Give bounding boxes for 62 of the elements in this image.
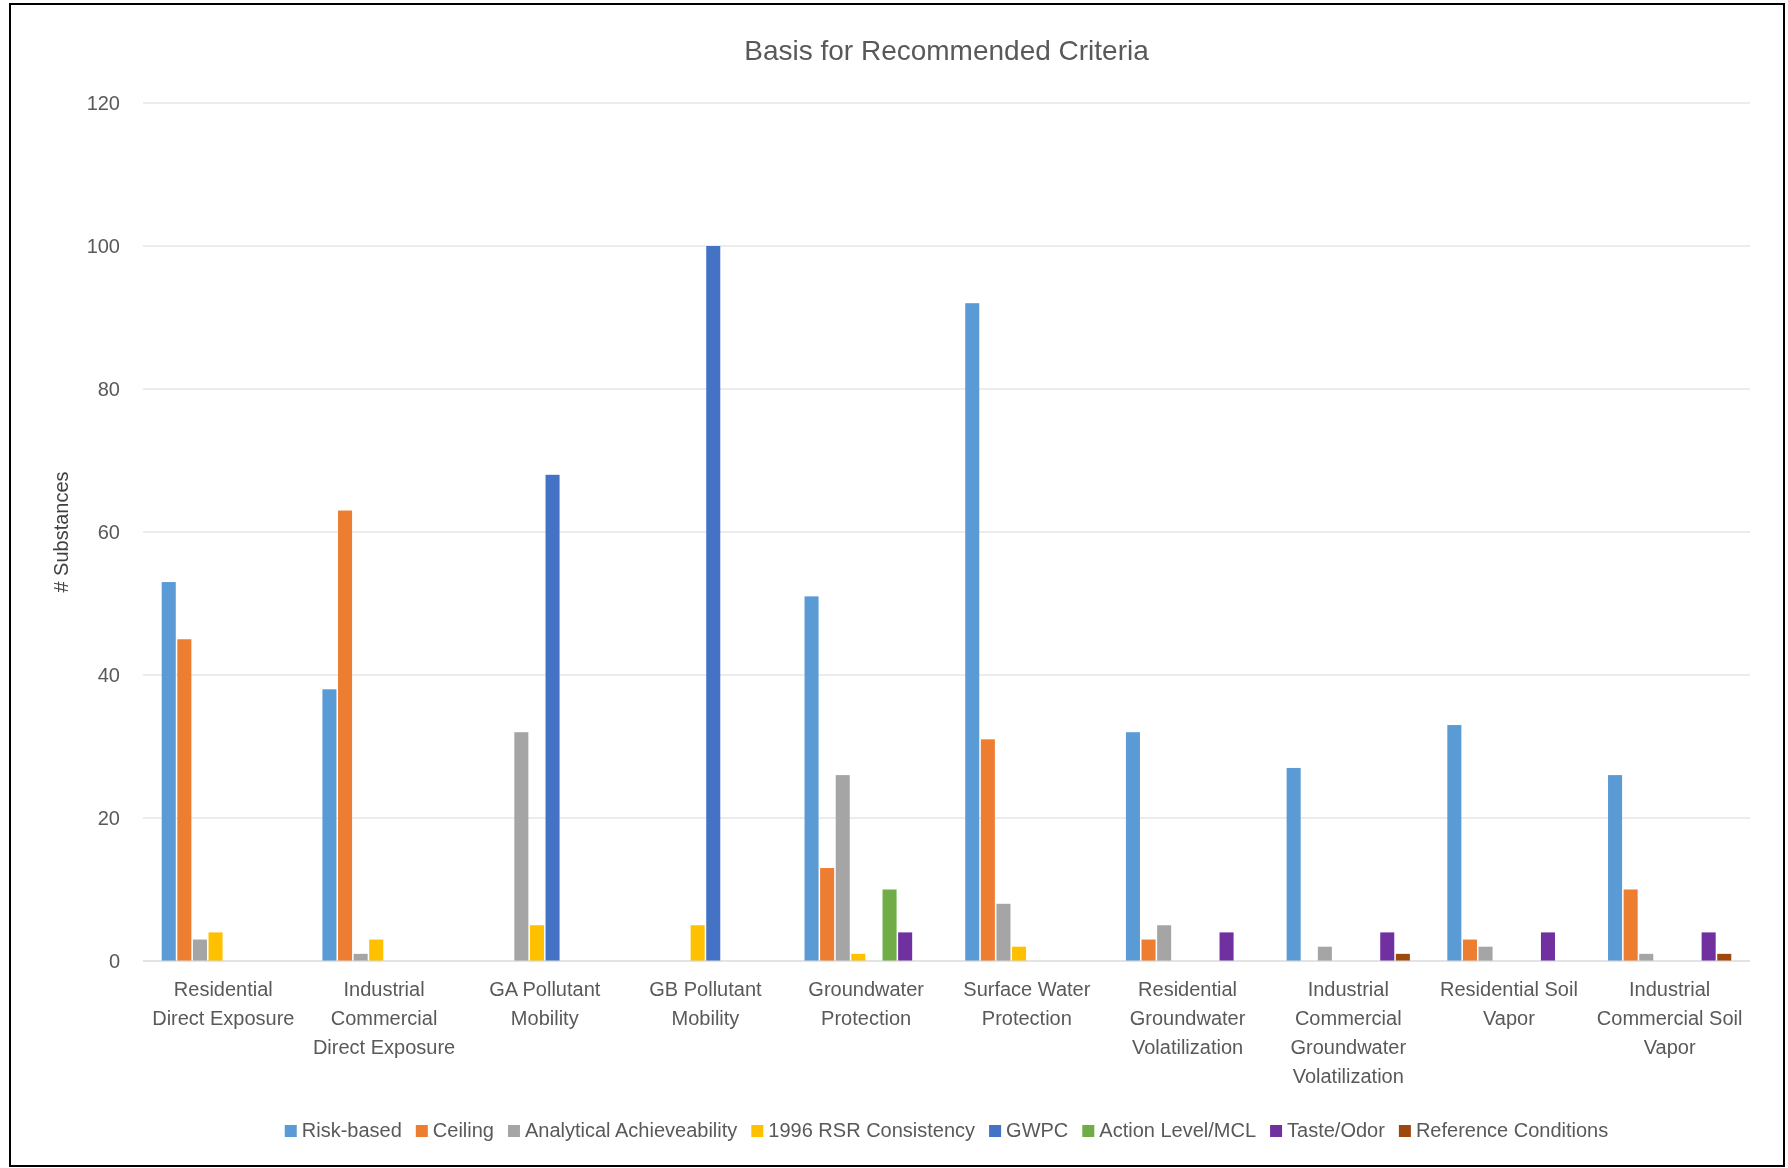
x-tick-label: Industrial Commercial Soil Vapor bbox=[1596, 978, 1743, 1058]
legend-label: Analytical Achieveability bbox=[524, 1119, 738, 1141]
x-tick-label: Residential Direct Exposure bbox=[152, 978, 295, 1029]
bar bbox=[161, 582, 176, 961]
bar bbox=[208, 932, 223, 961]
bar bbox=[322, 689, 337, 961]
y-tick-label: 100 bbox=[86, 234, 120, 257]
bar bbox=[1317, 946, 1332, 961]
legend-label: Ceiling bbox=[432, 1119, 494, 1141]
bar bbox=[1219, 932, 1234, 961]
bar bbox=[1701, 932, 1716, 961]
x-tick-label: Residential Soil Vapor bbox=[1440, 978, 1578, 1029]
x-tick-label: Groundwater Protection bbox=[808, 978, 925, 1029]
bar bbox=[338, 510, 353, 961]
y-tick-label: 20 bbox=[97, 806, 120, 829]
bar bbox=[1380, 932, 1395, 961]
bar bbox=[965, 303, 980, 961]
bar bbox=[1157, 925, 1172, 961]
legend-label: Risk-based bbox=[301, 1119, 402, 1141]
bar bbox=[690, 925, 705, 961]
x-tick-label: GB Pollutant Mobility bbox=[649, 978, 763, 1029]
bar bbox=[996, 903, 1011, 961]
bar bbox=[882, 889, 897, 961]
y-tick-label: 0 bbox=[108, 949, 120, 972]
bar bbox=[369, 939, 384, 961]
bar bbox=[706, 246, 721, 961]
bar bbox=[545, 474, 560, 961]
y-tick-label: 120 bbox=[86, 91, 120, 114]
legend-label: Taste/Odor bbox=[1287, 1119, 1386, 1141]
x-tick-label: Surface Water Protection bbox=[963, 978, 1091, 1029]
bar bbox=[835, 775, 850, 961]
bar bbox=[177, 639, 192, 961]
y-axis-title: # Substances bbox=[50, 471, 72, 593]
x-tick-label: Industrial Commercial Groundwater Volatilization bbox=[1290, 978, 1407, 1087]
bar bbox=[1125, 732, 1140, 961]
y-tick-label: 80 bbox=[97, 377, 120, 400]
bar bbox=[1540, 932, 1555, 961]
bar bbox=[1462, 939, 1477, 961]
bar bbox=[1286, 767, 1301, 961]
bar bbox=[980, 739, 995, 961]
bar bbox=[804, 596, 819, 961]
y-tick-label: 60 bbox=[97, 520, 120, 543]
x-tick-label: Residential Groundwater Volatilization bbox=[1129, 978, 1246, 1058]
bar bbox=[898, 932, 913, 961]
legend-label: 1996 RSR Consistency bbox=[768, 1119, 976, 1141]
bar bbox=[1623, 889, 1638, 961]
bar bbox=[1012, 946, 1027, 961]
legend-label: Reference Conditions bbox=[1415, 1119, 1609, 1141]
bar bbox=[1608, 775, 1623, 961]
bar bbox=[1478, 946, 1493, 961]
bar bbox=[820, 868, 835, 961]
legend-label: GWPC bbox=[1006, 1119, 1069, 1141]
bar bbox=[529, 925, 544, 961]
bar bbox=[1447, 725, 1462, 961]
bar bbox=[514, 732, 529, 961]
x-tick-label: Industrial Commercial Direct Exposure bbox=[312, 978, 456, 1058]
x-tick-label: GA Pollutant Mobility bbox=[489, 978, 601, 1029]
bar bbox=[192, 939, 207, 961]
y-tick-label: 40 bbox=[97, 663, 120, 686]
bar bbox=[1141, 939, 1156, 961]
legend-label: Action Level/MCL bbox=[1099, 1119, 1257, 1141]
chart-title: Basis for Recommended Criteria bbox=[744, 35, 1150, 66]
